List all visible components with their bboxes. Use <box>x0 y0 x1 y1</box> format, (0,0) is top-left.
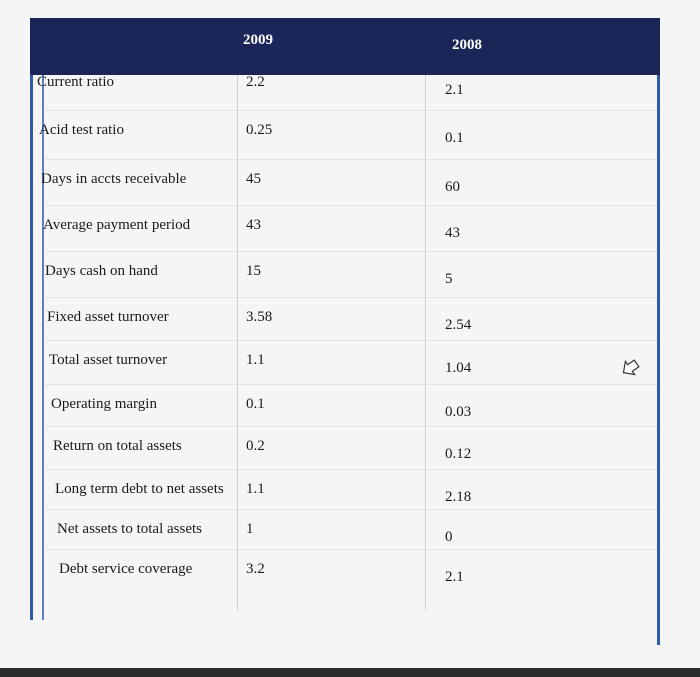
left-border-inner <box>42 75 44 620</box>
left-border <box>30 75 33 620</box>
cursor-icon <box>622 359 640 376</box>
value-2008: 2.1 <box>445 569 464 585</box>
row-label: Fixed asset turnover <box>47 309 169 325</box>
value-2009: 0.1 <box>246 396 265 412</box>
value-2008: 0.03 <box>445 404 472 420</box>
value-2009: 3.58 <box>246 309 273 325</box>
row-label: Average payment period <box>43 217 191 233</box>
value-2008: 2.54 <box>445 317 472 333</box>
value-2008: 2.1 <box>445 82 464 98</box>
column-divider <box>237 75 238 610</box>
row-label: Days in accts receivable <box>41 171 187 187</box>
row-divider <box>45 159 657 160</box>
value-2008: 0.12 <box>445 446 472 462</box>
value-2009: 2.2 <box>246 74 265 90</box>
column-header: 2009 <box>243 32 273 48</box>
value-2008: 2.18 <box>445 489 472 505</box>
row-divider <box>45 426 657 427</box>
value-2008: 0 <box>445 529 453 545</box>
row-label: Debt service coverage <box>59 561 193 577</box>
row-label: Return on total assets <box>53 438 182 454</box>
row-divider <box>45 469 657 470</box>
row-label: Long term debt to net assets <box>55 481 224 497</box>
value-2009: 1.1 <box>246 352 265 368</box>
row-label: Current ratio <box>37 74 115 90</box>
screen-edge <box>0 668 700 677</box>
value-2009: 1.1 <box>246 481 265 497</box>
header-bar <box>30 18 660 75</box>
value-2009: 1 <box>246 521 254 537</box>
value-2009: 0.2 <box>246 438 265 454</box>
row-label: Total asset turnover <box>49 352 168 368</box>
row-label: Operating margin <box>51 396 157 412</box>
row-divider <box>45 251 657 252</box>
value-2008: 43 <box>445 225 460 241</box>
value-2008: 60 <box>445 179 460 195</box>
row-divider <box>45 110 657 111</box>
value-2009: 43 <box>246 217 261 233</box>
row-divider <box>45 340 657 341</box>
row-label: Net assets to total assets <box>57 521 202 537</box>
value-2008: 0.1 <box>445 130 464 146</box>
value-2009: 0.25 <box>246 122 273 138</box>
value-2008: 5 <box>445 271 453 287</box>
value-2009: 3.2 <box>246 561 265 577</box>
row-label: Acid test ratio <box>39 122 124 138</box>
row-label: Days cash on hand <box>45 263 158 279</box>
row-divider <box>45 384 657 385</box>
value-2009: 15 <box>246 263 261 279</box>
column-header: 2008 <box>452 37 482 53</box>
right-border <box>657 75 660 645</box>
row-divider <box>45 509 657 510</box>
column-divider <box>425 75 426 610</box>
value-2009: 45 <box>246 171 261 187</box>
row-divider <box>45 549 657 550</box>
value-2008: 1.04 <box>445 360 472 376</box>
row-divider <box>45 297 657 298</box>
row-divider <box>45 205 657 206</box>
